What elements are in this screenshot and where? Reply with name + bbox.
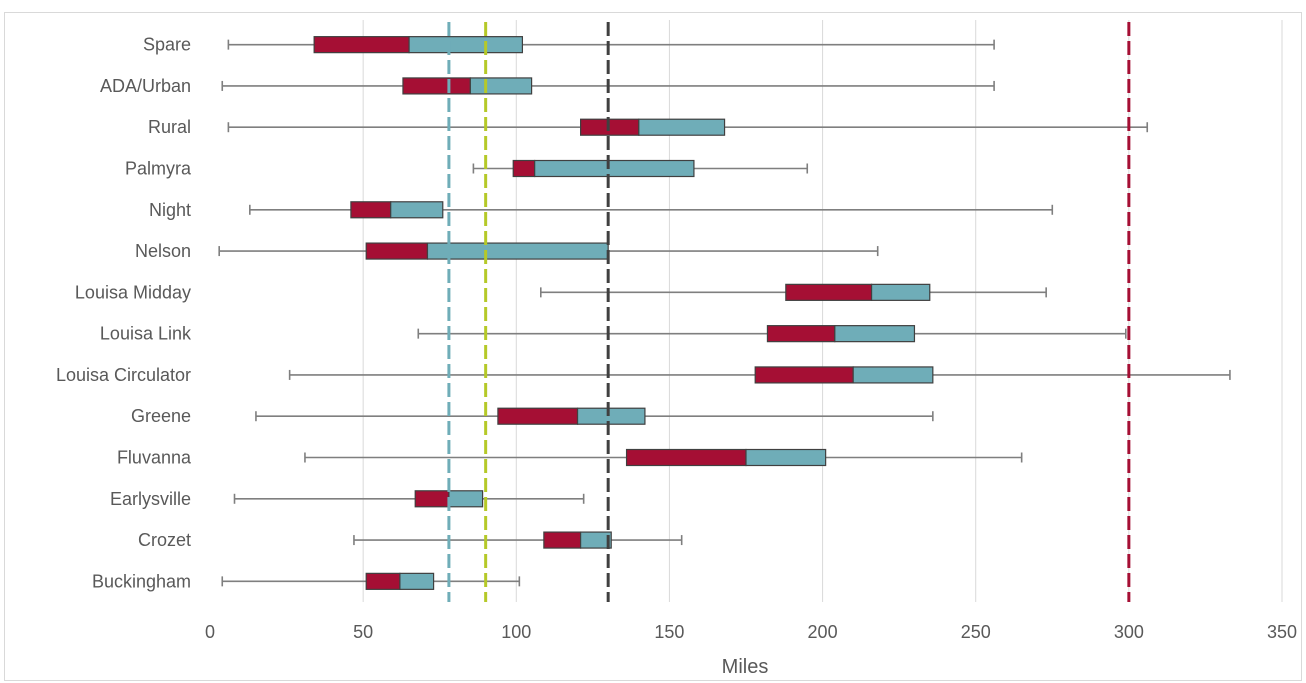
category-labels: Spare ADA/Urban Rural Palmyra Night Nelson Lou… — [56, 35, 192, 592]
x-tick-label-100: 100 — [501, 622, 531, 642]
box-upper-ada-urban — [469, 77, 533, 95]
category-label-nelson: Nelson — [135, 241, 191, 261]
box-lower-louisa-link — [766, 325, 836, 343]
grid-layer — [362, 20, 1283, 602]
category-label-greene: Greene — [131, 406, 191, 426]
box-layer — [313, 36, 934, 590]
category-label-louisa-circulator: Louisa Circulator — [56, 365, 191, 385]
x-tick-label-0: 0 — [205, 622, 215, 642]
x-tick-label-250: 250 — [961, 622, 991, 642]
box-upper-nelson — [426, 242, 609, 260]
box-lower-buckingham — [365, 572, 401, 590]
reference-lines — [447, 22, 1131, 602]
x-tick-label-50: 50 — [353, 622, 373, 642]
box-lower-louisa-midday — [785, 283, 873, 301]
box-upper-greene — [576, 407, 646, 425]
box-lower-rural — [580, 118, 640, 136]
box-upper-palmyra — [534, 159, 695, 178]
box-lower-louisa-circulator — [754, 366, 854, 384]
category-label-fluvanna: Fluvanna — [117, 448, 192, 468]
box-lower-crozet — [543, 531, 582, 549]
box-lower-night — [350, 201, 392, 219]
box-lower-fluvanna — [625, 448, 747, 467]
x-axis-ticks: 0 50 100 150 200 250 300 350 — [205, 622, 1297, 642]
x-tick-label-200: 200 — [808, 622, 838, 642]
x-axis-title: Miles — [722, 656, 769, 678]
category-label-palmyra: Palmyra — [125, 159, 192, 179]
category-label-night: Night — [149, 200, 191, 220]
box-upper-fluvanna — [745, 448, 827, 467]
box-lower-nelson — [365, 242, 429, 260]
box-lower-palmyra — [512, 159, 536, 178]
category-label-buckingham: Buckingham — [92, 571, 191, 591]
box-upper-crozet — [580, 531, 612, 549]
category-label-earlysville: Earlysville — [110, 489, 191, 509]
x-tick-label-300: 300 — [1114, 622, 1144, 642]
box-upper-louisa-link — [834, 325, 916, 343]
x-tick-label-350: 350 — [1267, 622, 1297, 642]
box-upper-buckingham — [399, 572, 435, 590]
category-label-crozet: Crozet — [138, 530, 191, 550]
category-label-spare: Spare — [143, 35, 191, 55]
box-lower-greene — [497, 407, 579, 425]
box-upper-night — [390, 201, 444, 219]
category-label-louisa-midday: Louisa Midday — [75, 282, 191, 302]
box-lower-ada-urban — [402, 77, 471, 95]
box-upper-rural — [638, 118, 726, 136]
box-lower-earlysville — [414, 490, 450, 508]
x-tick-label-150: 150 — [654, 622, 684, 642]
box-upper-earlysville — [448, 490, 484, 508]
category-label-ada-urban: ADA/Urban — [100, 76, 191, 96]
box-upper-louisa-midday — [870, 283, 931, 301]
box-upper-spare — [408, 36, 524, 54]
category-label-louisa-link: Louisa Link — [100, 324, 192, 344]
category-label-rural: Rural — [148, 117, 191, 137]
box-upper-louisa-circulator — [852, 366, 934, 384]
box-lower-spare — [313, 36, 410, 54]
